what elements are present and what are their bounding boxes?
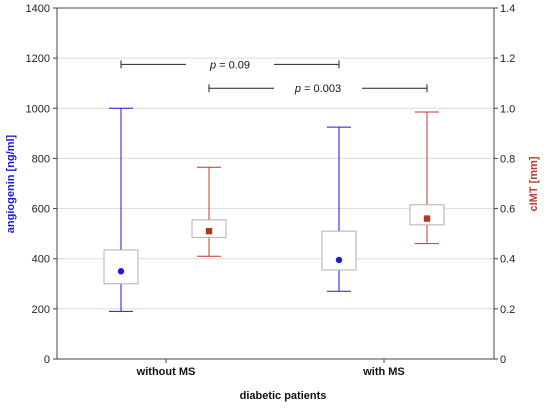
iqr-box — [103, 249, 139, 285]
significance-bracket: p = 0.09 — [120, 59, 340, 71]
left-tick-label: 0 — [44, 354, 50, 366]
right-tick-label: 0 — [500, 354, 506, 366]
marks-layer: p = 0.09 p = 0.003 — [103, 59, 445, 312]
right-tick-label: 1.2 — [500, 53, 515, 65]
category-label: without MS — [136, 366, 196, 378]
left-tick-label: 800 — [32, 153, 50, 165]
right-tick-label: 1.0 — [500, 103, 515, 115]
iqr-box — [409, 204, 445, 226]
median-marker — [117, 268, 125, 275]
left-y-axis-title: angiogenin [ng/ml] — [5, 134, 17, 233]
axes-layer: 0 200 400 600 800 1000 1200 1400 0 0.2 0.4 0.6 0.8 1.… — [26, 3, 516, 378]
box-group-cIMT — [409, 111, 445, 245]
right-y-axis-title: cIMT [mm] — [528, 156, 540, 211]
left-tick-label: 400 — [32, 254, 50, 266]
box-group-angiogenin — [321, 126, 357, 292]
iqr-box — [321, 230, 357, 271]
right-tick-label: 1.4 — [500, 3, 515, 15]
left-tick-label: 1000 — [26, 103, 50, 115]
left-tick-label: 600 — [32, 204, 50, 216]
p-value-label: p = 0.09 — [209, 59, 250, 71]
right-tick-label: 0.4 — [500, 254, 515, 266]
left-tick-label: 1200 — [26, 53, 50, 65]
median-marker — [423, 215, 431, 222]
significance-bracket: p = 0.003 — [208, 83, 428, 95]
left-tick-label: 1400 — [26, 3, 50, 15]
x-axis-title: diabetic patients — [240, 390, 327, 402]
box-group-angiogenin — [103, 107, 139, 312]
right-tick-label: 0.2 — [500, 304, 515, 316]
plot-frame — [56, 7, 495, 360]
left-tick-label: 200 — [32, 304, 50, 316]
p-value-label: p = 0.003 — [294, 83, 341, 95]
right-tick-label: 0.6 — [500, 204, 515, 216]
median-marker — [335, 256, 343, 264]
median-marker — [205, 227, 213, 235]
category-label: with MS — [362, 366, 405, 378]
right-tick-label: 0.8 — [500, 153, 515, 165]
box-group-cIMT — [191, 166, 227, 257]
